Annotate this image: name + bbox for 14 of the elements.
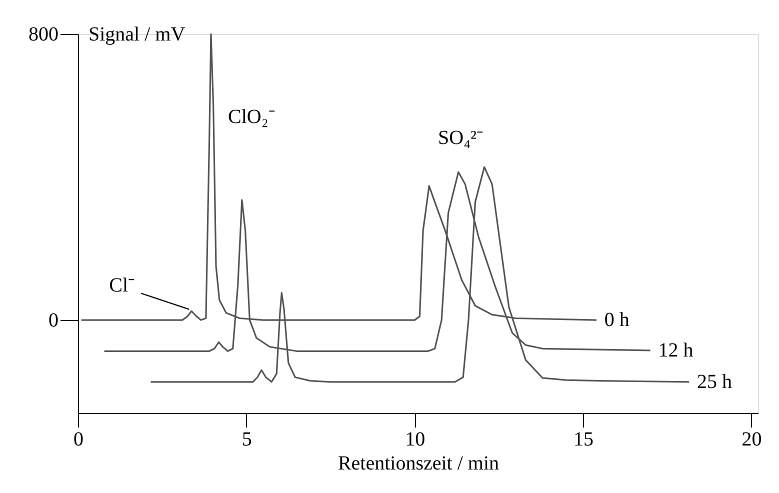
- annotation: ClO₂⁻: [228, 106, 276, 128]
- y-axis-title: Signal / mV: [88, 24, 186, 46]
- annotation: Cl⁻: [109, 274, 136, 296]
- series-label: 25 h: [696, 370, 732, 393]
- x-tick-label: 20: [742, 428, 762, 450]
- x-tick-label: 10: [405, 428, 426, 450]
- x-tick-label: 15: [573, 428, 594, 450]
- x-tick-label: 0: [74, 428, 84, 450]
- series-label: 12 h: [658, 339, 694, 362]
- x-axis-title: Retentionszeit / min: [338, 452, 500, 474]
- y-tick-label: 800: [28, 24, 58, 46]
- annotation: SO₄²⁻: [438, 127, 484, 149]
- x-tick-label: 5: [242, 428, 252, 450]
- series-label: 0 h: [604, 309, 630, 332]
